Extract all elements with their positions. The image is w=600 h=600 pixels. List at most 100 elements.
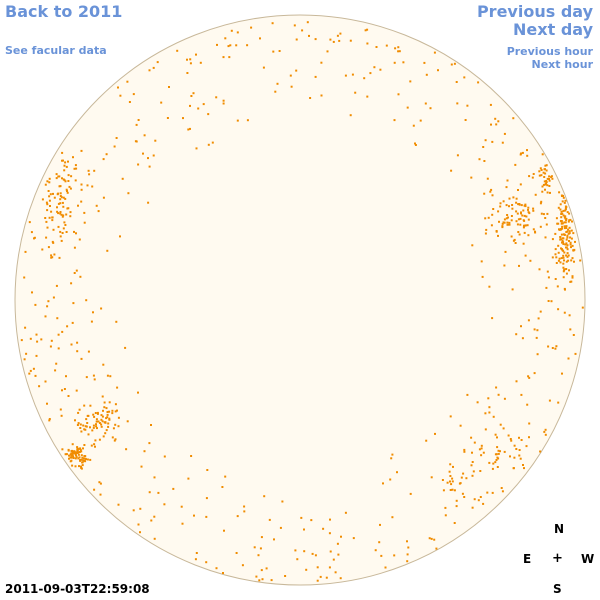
facula-dot (102, 363, 105, 366)
facula-dot (522, 226, 525, 229)
facula-dot (82, 459, 85, 462)
facula-dot (126, 80, 129, 83)
facula-dot (549, 191, 551, 194)
facula-dot (45, 236, 48, 239)
facula-dot (314, 554, 317, 557)
facula-dot (80, 450, 83, 453)
facula-dot (363, 77, 366, 80)
facula-dot (546, 191, 549, 194)
facula-dot (548, 399, 551, 402)
facula-dot (140, 465, 143, 468)
facula-dot (497, 393, 500, 396)
facula-dot (567, 220, 570, 223)
previous-hour-link[interactable]: Previous hour (506, 45, 593, 58)
facula-dot (319, 575, 322, 578)
facula-dot (568, 269, 570, 272)
facula-dot (293, 24, 296, 27)
facula-dot (375, 46, 378, 48)
facula-dot (489, 190, 492, 193)
facula-dot (561, 241, 563, 244)
facula-dot (565, 225, 568, 228)
facula-dot (559, 220, 562, 222)
facula-dot (229, 44, 232, 47)
facula-dot (107, 425, 110, 428)
facula-dot (59, 230, 62, 233)
previous-day-link[interactable]: Previous day (476, 2, 593, 21)
facula-dot (259, 547, 262, 550)
facula-dot (88, 173, 91, 176)
facula-dot (369, 72, 372, 75)
facula-dot (114, 403, 117, 406)
facula-dot (66, 191, 69, 194)
facula-dot (57, 225, 60, 228)
facula-dot (95, 418, 98, 421)
facula-dot (498, 220, 500, 223)
facula-dot (379, 523, 381, 526)
facula-dot (511, 288, 514, 291)
facula-dot (111, 412, 114, 415)
facula-dot (261, 578, 264, 581)
facula-dot (115, 137, 118, 139)
facula-dot (205, 515, 208, 518)
facula-dot (276, 82, 279, 85)
facula-dot (455, 81, 458, 83)
see-facular-data-link[interactable]: See facular data (5, 44, 107, 57)
facula-dot (61, 330, 64, 333)
facula-dot (92, 426, 95, 429)
facula-dot (50, 210, 53, 213)
facula-dot (558, 228, 560, 231)
facula-dot (306, 21, 309, 24)
next-day-link[interactable]: Next day (513, 20, 593, 39)
facula-dot (544, 217, 547, 219)
facula-dot (86, 184, 89, 187)
facula-dot (98, 438, 101, 441)
facula-dot (139, 531, 141, 534)
next-hour-link[interactable]: Next hour (531, 58, 594, 71)
facula-dot (56, 317, 59, 320)
facula-dot (545, 169, 548, 172)
facula-dot (78, 456, 81, 459)
facula-dot (477, 81, 480, 84)
facula-dot (449, 480, 451, 483)
facula-dot (235, 44, 238, 47)
facula-dot (507, 434, 510, 437)
facula-dot (463, 496, 466, 498)
facula-dot (100, 418, 103, 421)
facula-dot (563, 268, 566, 271)
facula-dot (228, 56, 231, 59)
facula-dot (76, 424, 79, 426)
compass-east: E (523, 552, 532, 566)
facula-dot (470, 176, 473, 179)
facula-dot (482, 502, 485, 505)
back-to-year-link[interactable]: Back to 2011 (5, 2, 123, 21)
facula-dot (450, 169, 453, 172)
facula-dot (354, 91, 357, 94)
facula-dot (459, 424, 462, 427)
facula-dot (81, 456, 84, 459)
facula-dot (515, 448, 518, 450)
facula-dot (379, 68, 382, 71)
facula-dot (57, 347, 60, 350)
facula-dot (569, 243, 572, 246)
facula-dot (79, 427, 82, 429)
facula-dot (528, 422, 531, 425)
facula-dot (519, 217, 522, 220)
facula-dot (497, 457, 500, 460)
facula-dot (380, 554, 383, 557)
facula-dot (77, 411, 80, 414)
facula-dot (316, 566, 319, 569)
facula-dot (224, 37, 227, 40)
facula-dot (510, 439, 513, 442)
facula-dot (106, 416, 109, 419)
facula-dot (85, 299, 88, 302)
facula-dot (526, 154, 529, 157)
facula-dot (253, 546, 256, 549)
facula-dot (148, 165, 151, 168)
facula-dot (560, 247, 562, 250)
facula-dot (539, 310, 542, 313)
facula-dot (562, 266, 565, 269)
facula-dot (563, 227, 566, 230)
facula-dot (460, 476, 463, 479)
facula-dot (61, 151, 64, 154)
facula-dot (314, 75, 317, 78)
